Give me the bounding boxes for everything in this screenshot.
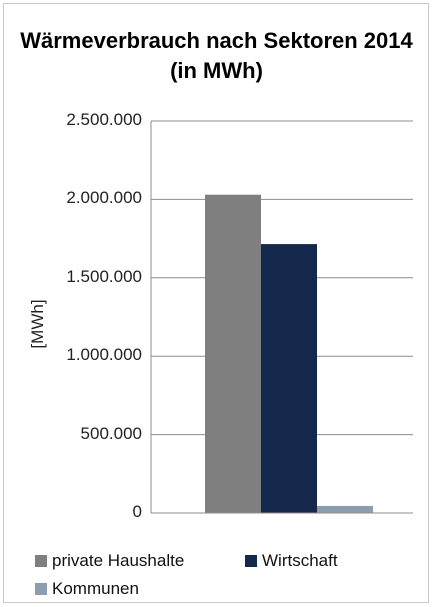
legend-label: Kommunen: [52, 579, 139, 598]
y-tick-label: 0: [132, 502, 142, 521]
legend-swatch: [35, 555, 47, 567]
bar-private-haushalte: [205, 194, 261, 514]
bar-wirtschaft: [261, 244, 317, 513]
legend-item: Kommunen: [35, 579, 139, 599]
legend-swatch: [35, 583, 47, 595]
y-tick-label: 2.500.000: [66, 110, 142, 129]
y-tick-label: 2.000.000: [66, 188, 142, 208]
y-tick-label: 1.000.000: [66, 345, 142, 365]
legend-item: Wirtschaft: [245, 551, 338, 571]
legend-item: private Haushalte: [35, 551, 184, 571]
y-axis-label: [MWh]: [28, 299, 47, 349]
legend-label: private Haushalte: [52, 551, 185, 570]
bar-kommunen: [317, 505, 373, 513]
chart-subtitle: (in MWh): [170, 58, 263, 83]
y-tick-label: 1.500.000: [66, 266, 142, 286]
legend-label: Wirtschaft: [262, 551, 338, 570]
legend-swatch: [245, 555, 257, 567]
y-tick-label: 500.000: [80, 423, 142, 443]
chart-title: Wärmeverbrauch nach Sektoren 2014: [20, 28, 413, 53]
